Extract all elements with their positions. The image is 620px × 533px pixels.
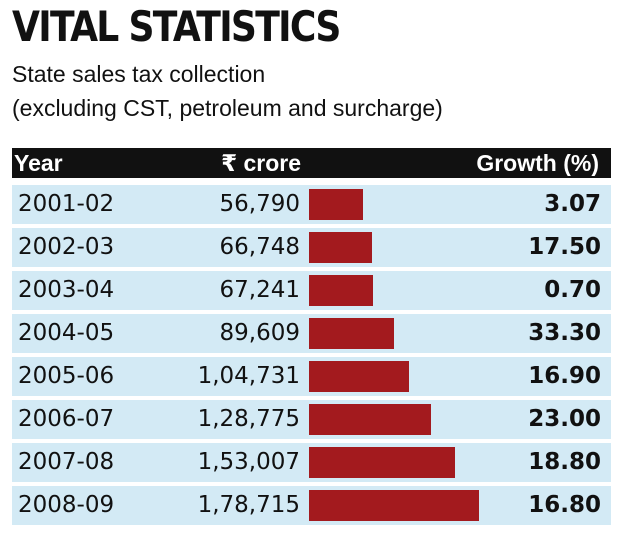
growth-label: 33.30 [528,320,601,346]
value-label: 89,609 [219,320,300,346]
year-label: 2002-03 [18,234,115,260]
table-row: 2006-07 1,28,775 23.00 [12,400,611,439]
value-bar [309,275,373,306]
growth-label: 16.80 [528,492,601,518]
value-label: 56,790 [219,191,300,217]
value-label: 1,04,731 [197,363,300,389]
year-label: 2006-07 [18,406,115,432]
value-label: 1,28,775 [197,406,300,432]
growth-label: 0.70 [544,277,601,303]
growth-label: 16.90 [528,363,601,389]
growth-column-header: Growth (%) [476,150,599,176]
table-row: 2003-04 67,241 0.70 [12,271,611,310]
table-row: 2001-02 56,790 3.07 [12,185,611,224]
value-bar [309,447,455,478]
growth-label: 3.07 [544,191,601,217]
value-bar [309,232,372,263]
year-label: 2001-02 [18,191,115,217]
table-row: 2008-09 1,78,715 16.80 [12,486,611,525]
growth-label: 17.50 [528,234,601,260]
chart-subtitle-line-2: (excluding CST, petroleum and surcharge) [12,95,443,121]
value-column-header: ₹ crore [221,150,301,176]
table-header: Year ₹ crore Growth (%) [12,148,611,178]
value-bar [309,490,479,521]
chart-subtitle-line-1: State sales tax collection [12,61,266,87]
table-row: 2004-05 89,609 33.30 [12,314,611,353]
data-rows: 2001-02 56,790 3.07 2002-03 66,748 17.50 2003-… [12,185,611,529]
value-bar [309,361,409,392]
growth-label: 18.80 [528,449,601,475]
value-label: 1,78,715 [197,492,300,518]
table-row: 2007-08 1,53,007 18.80 [12,443,611,482]
growth-label: 23.00 [528,406,601,432]
value-label: 66,748 [219,234,300,260]
value-bar [309,404,431,435]
table-row: 2005-06 1,04,731 16.90 [12,357,611,396]
year-label: 2008-09 [18,492,115,518]
year-label: 2007-08 [18,449,115,475]
value-label: 67,241 [219,277,300,303]
year-label: 2005-06 [18,363,115,389]
value-label: 1,53,007 [197,449,300,475]
value-bar [309,189,363,220]
year-column-header: Year [14,150,63,176]
year-label: 2004-05 [18,320,115,346]
value-bar [309,318,394,349]
chart-title: VITAL STATISTICS [12,2,341,51]
year-label: 2003-04 [18,277,115,303]
table-row: 2002-03 66,748 17.50 [12,228,611,267]
